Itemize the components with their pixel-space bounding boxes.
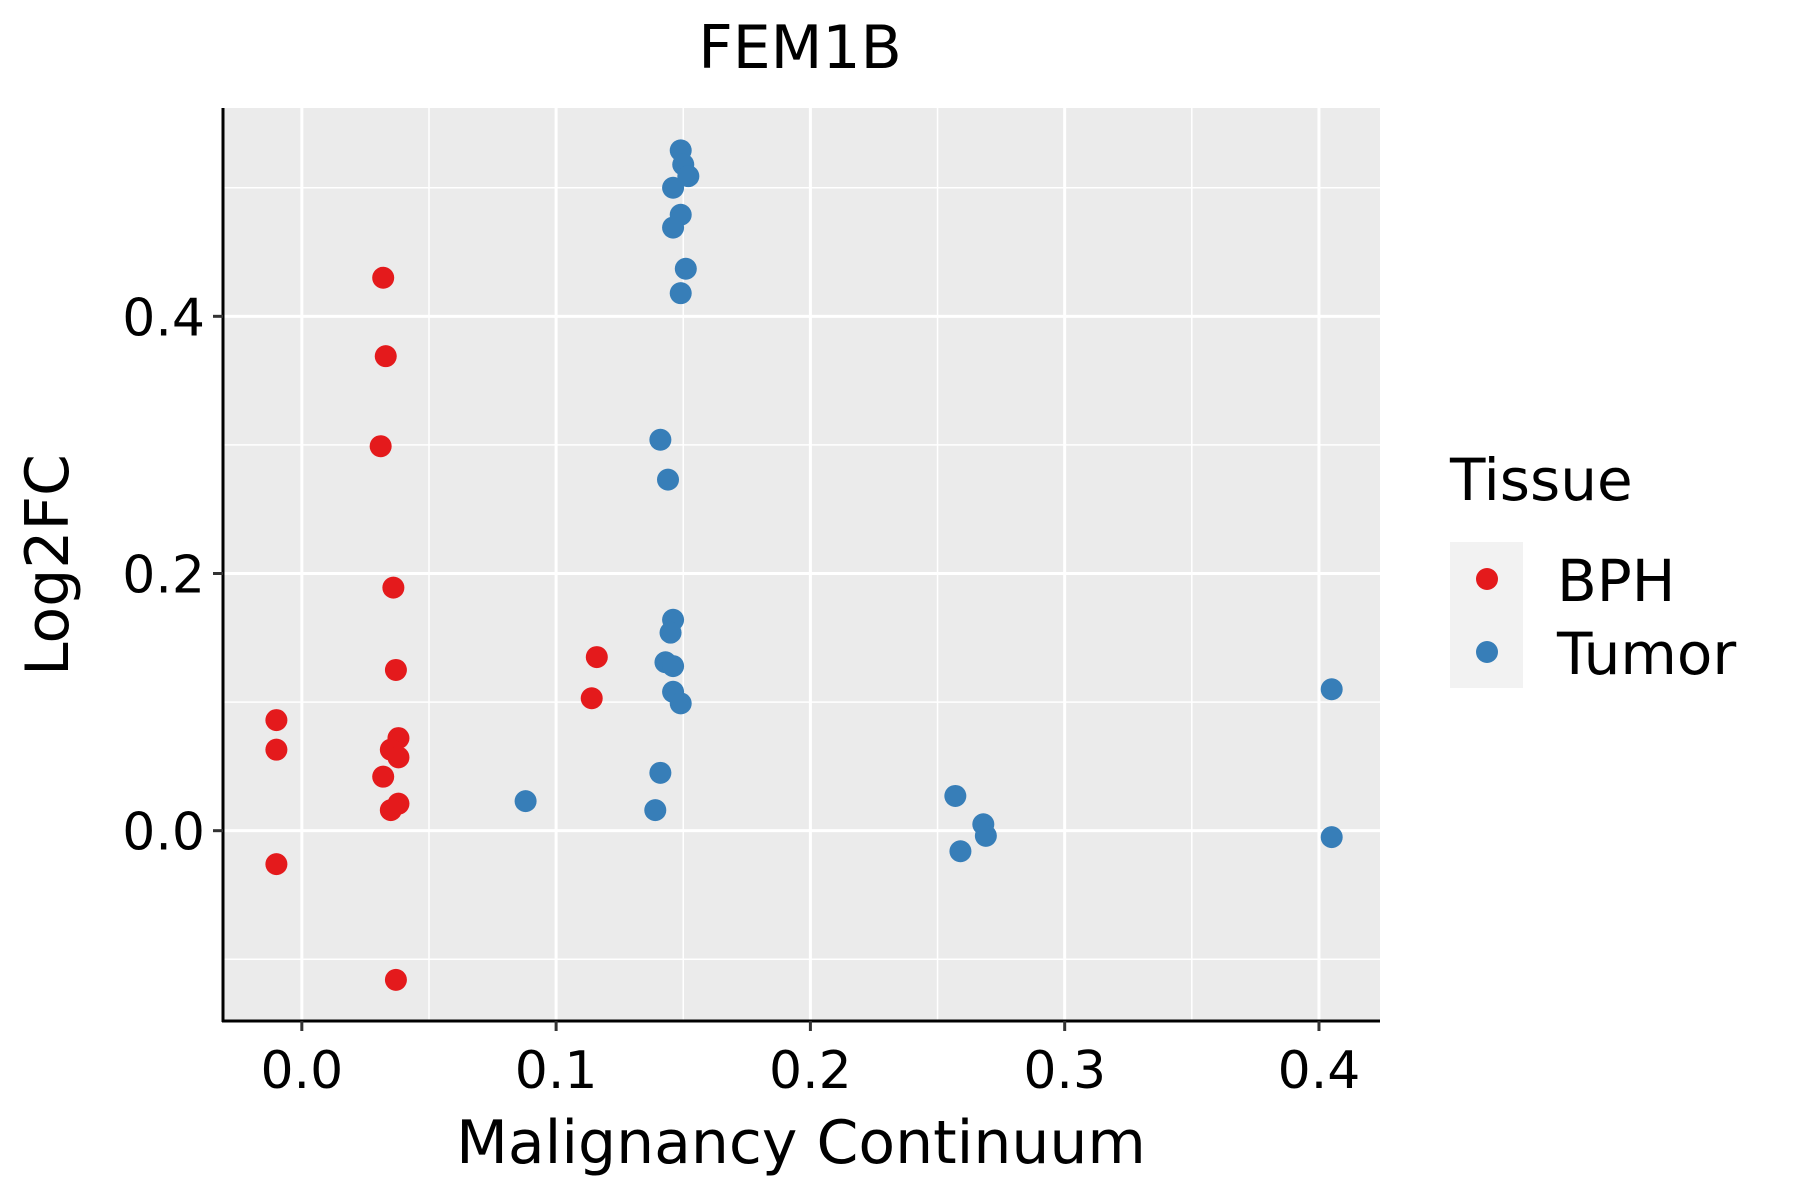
y-axis-ticks: 0.0 0.2 0.4: [122, 288, 223, 863]
point-tumor: [649, 428, 672, 451]
point-tumor: [659, 621, 682, 644]
x-tick-label: 0.0: [260, 1041, 343, 1101]
x-tick-label: 0.1: [515, 1041, 598, 1101]
point-tumor: [944, 784, 967, 807]
point-bph: [387, 746, 410, 769]
legend-title: Tissue: [1449, 446, 1633, 514]
point-tumor: [674, 257, 697, 280]
point-tumor: [949, 840, 972, 863]
point-tumor: [514, 790, 537, 813]
y-tick-label: 0.4: [122, 288, 205, 348]
x-tick-label: 0.4: [1278, 1041, 1361, 1101]
point-bph: [265, 738, 288, 761]
point-tumor: [662, 216, 685, 239]
point-tumor: [662, 176, 685, 199]
legend: Tissue BPH Tumor: [1449, 446, 1736, 688]
point-bph: [372, 765, 395, 788]
data-points: [265, 139, 1343, 991]
point-tumor: [669, 282, 692, 305]
point-tumor: [974, 824, 997, 847]
point-bph: [265, 853, 288, 876]
point-bph: [585, 646, 608, 669]
point-tumor: [669, 692, 692, 715]
y-tick-label: 0.0: [122, 803, 205, 863]
legend-key-background: [1450, 542, 1523, 688]
point-bph: [372, 266, 395, 289]
plot-panel: [223, 108, 1380, 1021]
x-tick-label: 0.2: [769, 1041, 852, 1101]
grid-major: [223, 108, 1380, 1021]
x-tick-label: 0.3: [1023, 1041, 1106, 1101]
point-tumor: [649, 761, 672, 784]
point-bph: [379, 799, 402, 822]
grid-minor: [223, 108, 1380, 1021]
y-axis-title: Log2FC: [13, 454, 83, 676]
x-axis-title: Malignancy Continuum: [456, 1108, 1146, 1178]
legend-label-bph: BPH: [1557, 547, 1675, 615]
point-bph: [384, 968, 407, 991]
point-tumor: [1320, 826, 1343, 849]
legend-key-bph: [1476, 568, 1498, 590]
plot-title: FEM1B: [698, 13, 902, 83]
point-bph: [580, 687, 603, 710]
point-tumor: [662, 655, 685, 678]
point-tumor: [644, 799, 667, 822]
legend-key-tumor: [1476, 641, 1498, 663]
point-bph: [382, 576, 405, 599]
point-bph: [374, 345, 397, 368]
point-bph: [369, 435, 392, 458]
point-tumor: [1320, 678, 1343, 701]
point-bph: [384, 658, 407, 681]
x-axis-ticks: 0.0 0.1 0.2 0.3 0.4: [260, 1021, 1360, 1101]
point-bph: [265, 709, 288, 732]
y-tick-label: 0.2: [122, 546, 205, 606]
point-tumor: [657, 468, 679, 491]
point-tumor: [677, 165, 700, 188]
legend-label-tumor: Tumor: [1556, 620, 1736, 688]
